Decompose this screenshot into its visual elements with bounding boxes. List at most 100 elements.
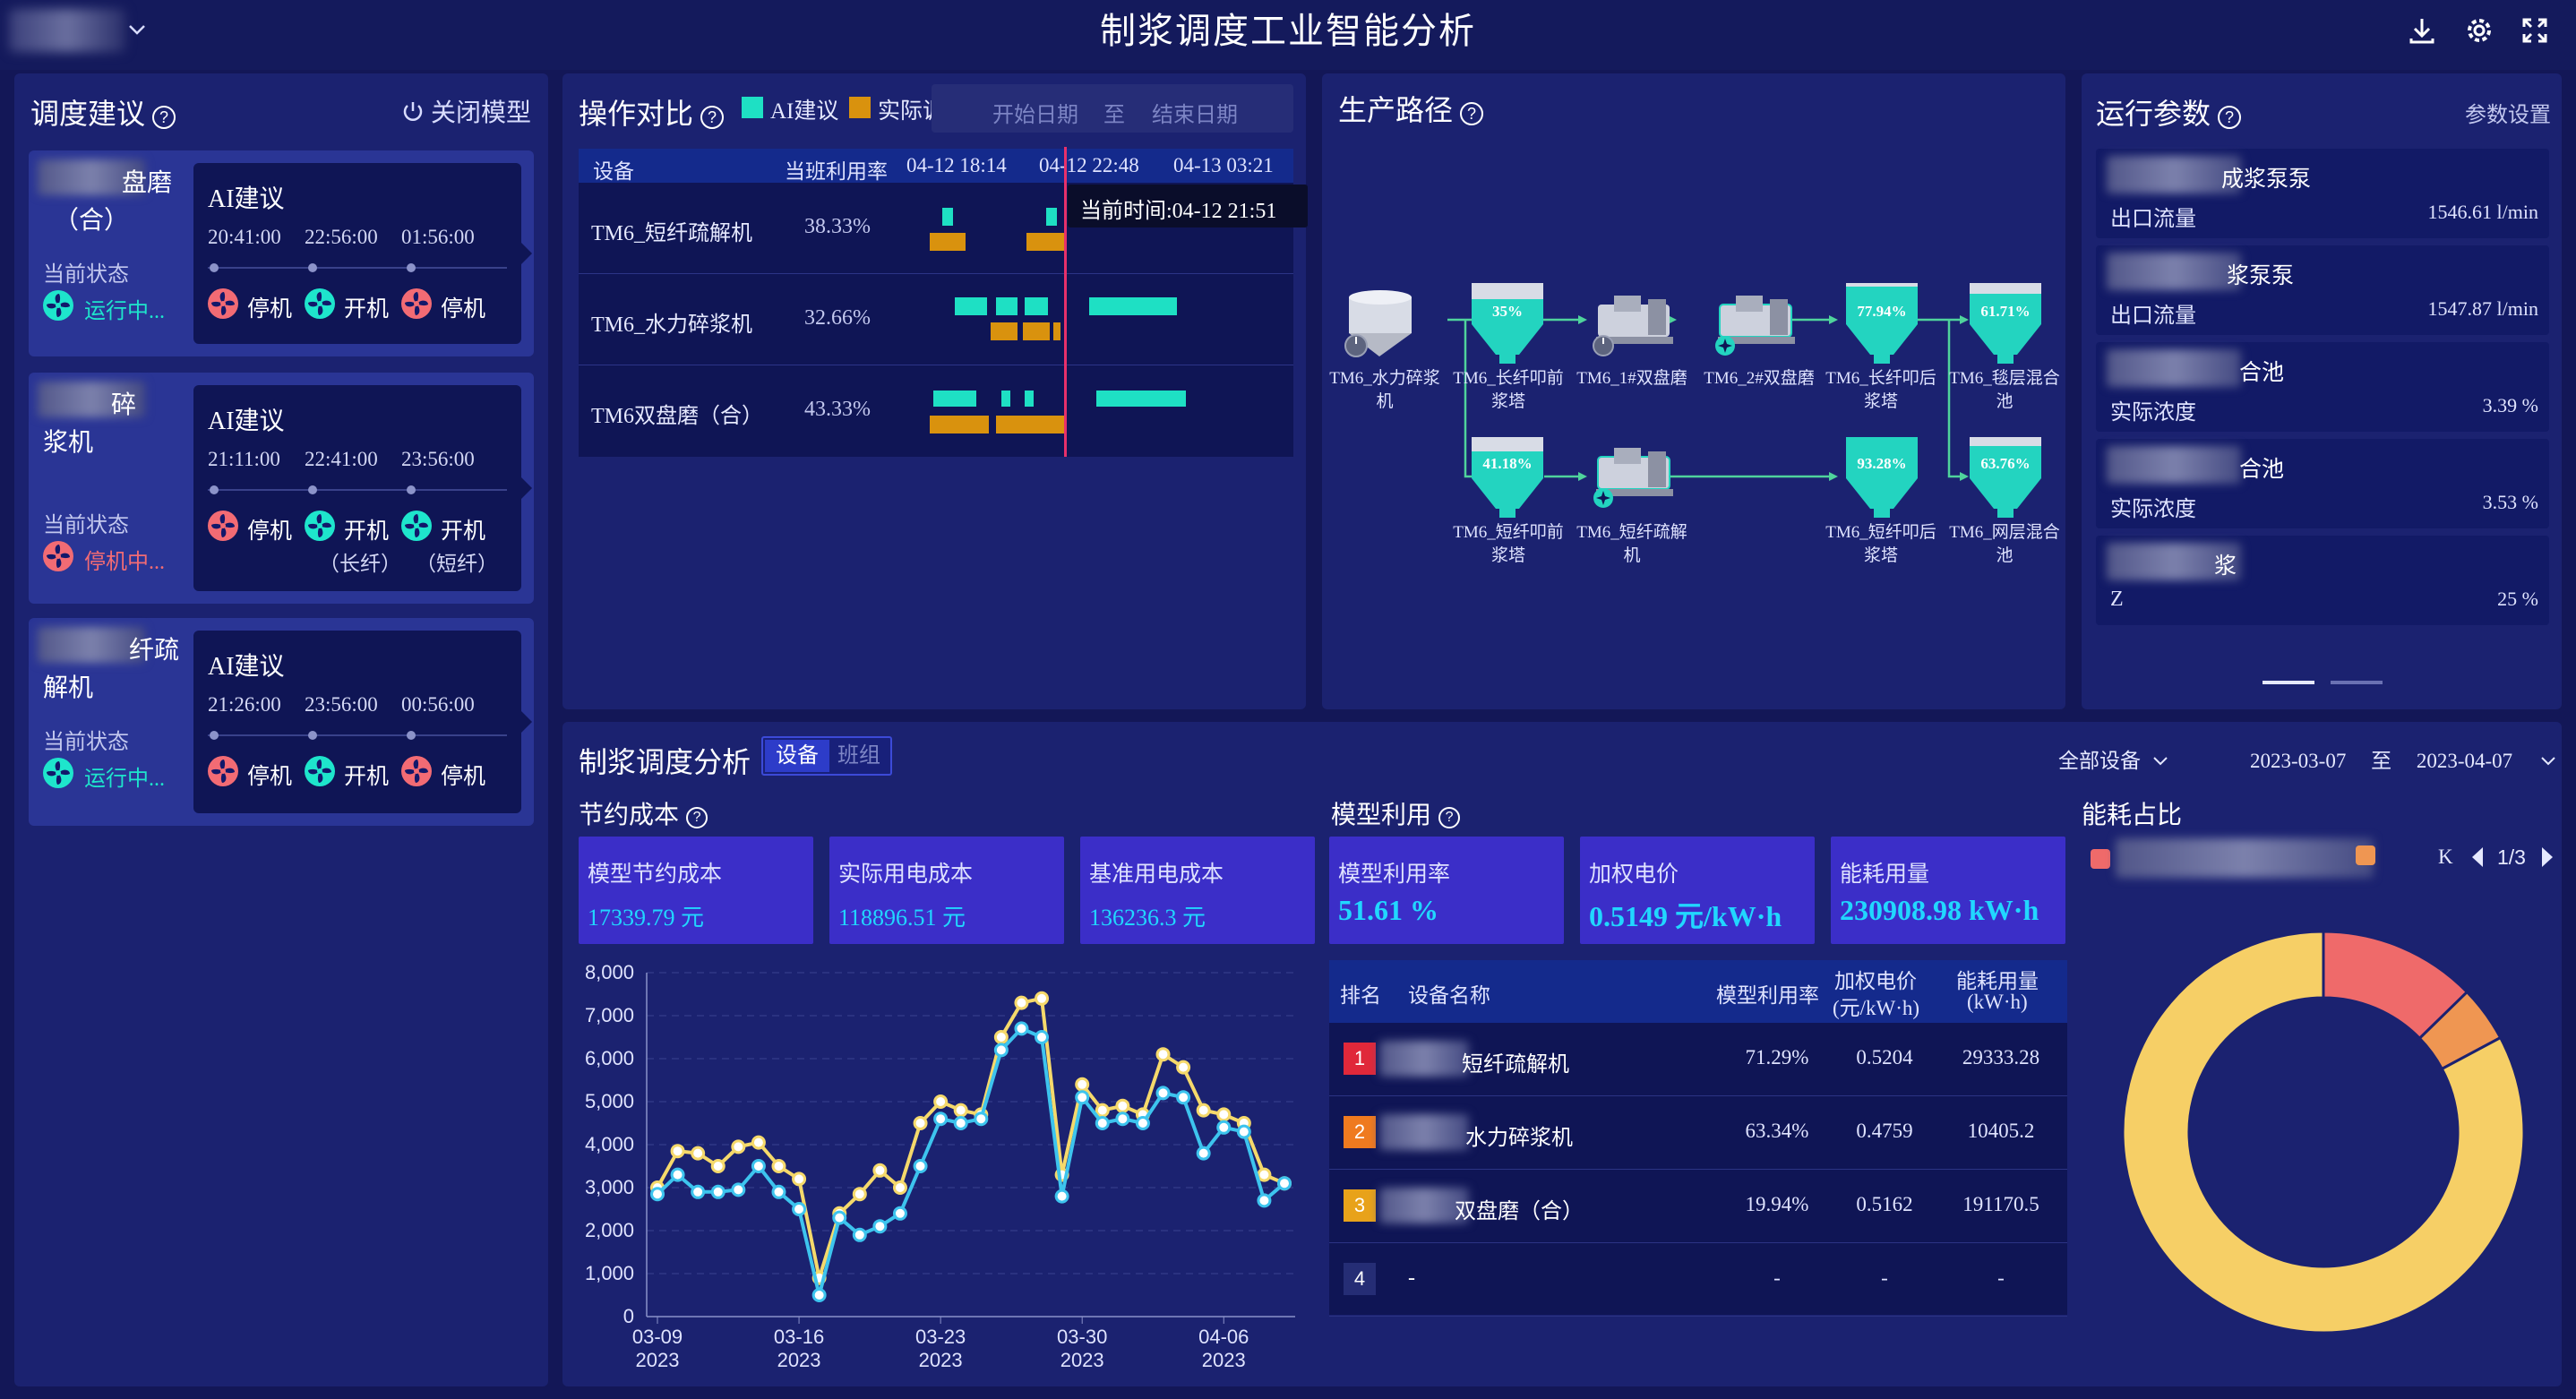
data-point[interactable] [670, 1144, 685, 1159]
node-long-pre-tower[interactable]: 35% [1469, 278, 1546, 368]
table-row[interactable]: TM6双盘磨（合） 43.33% [579, 365, 1293, 457]
table-row[interactable]: 1 短纤疏解机 71.29% 0.5204 29333.28 [1329, 1023, 2067, 1096]
data-point[interactable] [1075, 1077, 1090, 1092]
data-point[interactable] [892, 1206, 907, 1221]
data-point[interactable] [933, 1111, 949, 1127]
data-point[interactable] [1176, 1060, 1191, 1075]
fullscreen-icon[interactable] [2517, 13, 2553, 48]
chevron-down-icon[interactable] [125, 18, 152, 45]
data-point[interactable] [1054, 1189, 1069, 1204]
param-card[interactable]: 浆 Z 25 % [2096, 536, 2549, 625]
data-point[interactable] [1257, 1193, 1272, 1208]
help-icon[interactable]: ? [1438, 806, 1461, 828]
data-point[interactable] [1035, 1030, 1050, 1044]
data-point[interactable] [710, 1159, 726, 1173]
param-card[interactable]: 合池 实际浓度 3.39 % [2096, 342, 2549, 432]
data-point[interactable] [1196, 1146, 1211, 1161]
table-row[interactable]: 4 - - - - [1329, 1243, 2067, 1317]
data-point[interactable] [731, 1139, 746, 1154]
data-point[interactable] [953, 1103, 968, 1118]
param-card[interactable]: 浆泵泵 出口流量 1547.87 l/min [2096, 245, 2549, 335]
param-card[interactable]: 成浆泵泵 出口流量 1546.61 l/min [2096, 149, 2549, 238]
analysis-date-range[interactable]: 2023-03-07 至 2023-04-07 [2250, 743, 2557, 774]
node-felt-mix-chest[interactable]: 61.71% [1967, 278, 2044, 368]
node-wire-mix-chest[interactable]: 63.76% [1967, 432, 2044, 522]
params-settings-button[interactable]: 参数设置 [2465, 104, 2551, 127]
data-point[interactable] [913, 1159, 928, 1173]
data-point[interactable] [691, 1184, 706, 1199]
pager-dot-active[interactable] [2263, 681, 2314, 684]
data-point[interactable] [872, 1163, 888, 1178]
help-icon[interactable]: ? [2218, 105, 2242, 129]
data-point[interactable] [1035, 991, 1050, 1006]
tab-device[interactable]: 设备 [765, 740, 829, 772]
help-icon[interactable]: ? [1460, 101, 1484, 125]
data-point[interactable] [751, 1135, 766, 1150]
download-icon[interactable] [2404, 13, 2440, 48]
node-short-pre-tower[interactable]: 41.18% [1469, 432, 1546, 522]
donut-slice[interactable] [2121, 930, 2526, 1335]
data-point[interactable] [1155, 1086, 1171, 1101]
data-point[interactable] [1196, 1103, 1211, 1118]
data-point[interactable] [1014, 1021, 1029, 1036]
data-point[interactable] [731, 1182, 746, 1197]
data-point[interactable] [710, 1184, 726, 1199]
date-to[interactable]: 2023-04-07 [2416, 750, 2513, 772]
dispatch-card[interactable]: 盘磨 （合） 当前状态 运行中... AI建议 20:41:00 22:56:00 01:56… [29, 150, 534, 356]
legend-prev-icon[interactable] [2469, 845, 2486, 873]
gear-icon[interactable] [2461, 13, 2497, 48]
data-point[interactable] [792, 1172, 807, 1187]
data-point[interactable] [852, 1227, 867, 1242]
dispatch-card[interactable]: 碎浆机 当前状态 停机中... AI建议 21:11:00 22:41:00 23:56:0… [29, 373, 534, 604]
data-point[interactable] [1135, 1116, 1150, 1130]
device-filter-select[interactable]: 全部设备 [2058, 743, 2169, 774]
node-short-deflaker[interactable] [1589, 439, 1679, 515]
data-point[interactable] [974, 1111, 989, 1127]
tab-shift[interactable]: 班组 [837, 744, 880, 768]
date-range-picker[interactable]: 开始日期 至 结束日期 [932, 84, 1293, 133]
table-row[interactable]: TM6_短纤疏解机 38.33% [579, 183, 1293, 274]
data-point[interactable] [913, 1116, 928, 1130]
table-row[interactable]: 3 双盘磨（合） 19.94% 0.5162 191170.5 [1329, 1170, 2067, 1243]
data-point[interactable] [771, 1159, 786, 1173]
node-short-post-tower[interactable]: 93.28% [1843, 432, 1920, 522]
data-point[interactable] [1236, 1124, 1251, 1139]
data-point[interactable] [1257, 1167, 1272, 1182]
data-point[interactable] [1216, 1120, 1232, 1135]
data-point[interactable] [953, 1116, 968, 1130]
data-point[interactable] [993, 1030, 1009, 1044]
table-row[interactable]: TM6_水力碎浆机 32.66% [579, 274, 1293, 365]
end-date-input[interactable]: 结束日期 [1152, 104, 1238, 127]
node-hydrapulper[interactable] [1344, 279, 1424, 365]
data-point[interactable] [933, 1094, 949, 1109]
node-refiner-2[interactable] [1711, 287, 1800, 363]
data-point[interactable] [751, 1159, 766, 1173]
help-icon[interactable]: ? [686, 806, 708, 828]
data-point[interactable] [1155, 1047, 1171, 1062]
pager-dot[interactable] [2331, 681, 2383, 684]
data-point[interactable] [1115, 1111, 1130, 1127]
help-icon[interactable]: ? [700, 105, 725, 129]
close-model-button[interactable]: 关闭模型 [401, 93, 531, 129]
data-point[interactable] [1014, 995, 1029, 1010]
data-point[interactable] [691, 1146, 706, 1161]
data-point[interactable] [650, 1187, 665, 1202]
data-point[interactable] [811, 1288, 827, 1302]
data-point[interactable] [1115, 1098, 1130, 1113]
data-point[interactable] [1216, 1107, 1232, 1122]
data-point[interactable] [1277, 1176, 1292, 1191]
node-refiner-1[interactable] [1589, 287, 1679, 363]
date-from[interactable]: 2023-03-07 [2250, 750, 2347, 772]
legend-next-icon[interactable] [2538, 845, 2556, 873]
node-long-post-tower[interactable]: 77.94% [1843, 278, 1920, 368]
data-point[interactable] [1176, 1090, 1191, 1105]
data-point[interactable] [670, 1167, 685, 1182]
data-point[interactable] [852, 1187, 867, 1202]
data-point[interactable] [872, 1219, 888, 1234]
data-point[interactable] [892, 1180, 907, 1195]
start-date-input[interactable]: 开始日期 [992, 104, 1078, 127]
data-point[interactable] [1095, 1103, 1110, 1118]
dispatch-card[interactable]: 纤疏 解机 当前状态 运行中... AI建议 21:26:00 23:56:00 00:56:… [29, 618, 534, 826]
data-point[interactable] [1095, 1116, 1110, 1130]
help-icon[interactable]: ? [152, 105, 176, 129]
